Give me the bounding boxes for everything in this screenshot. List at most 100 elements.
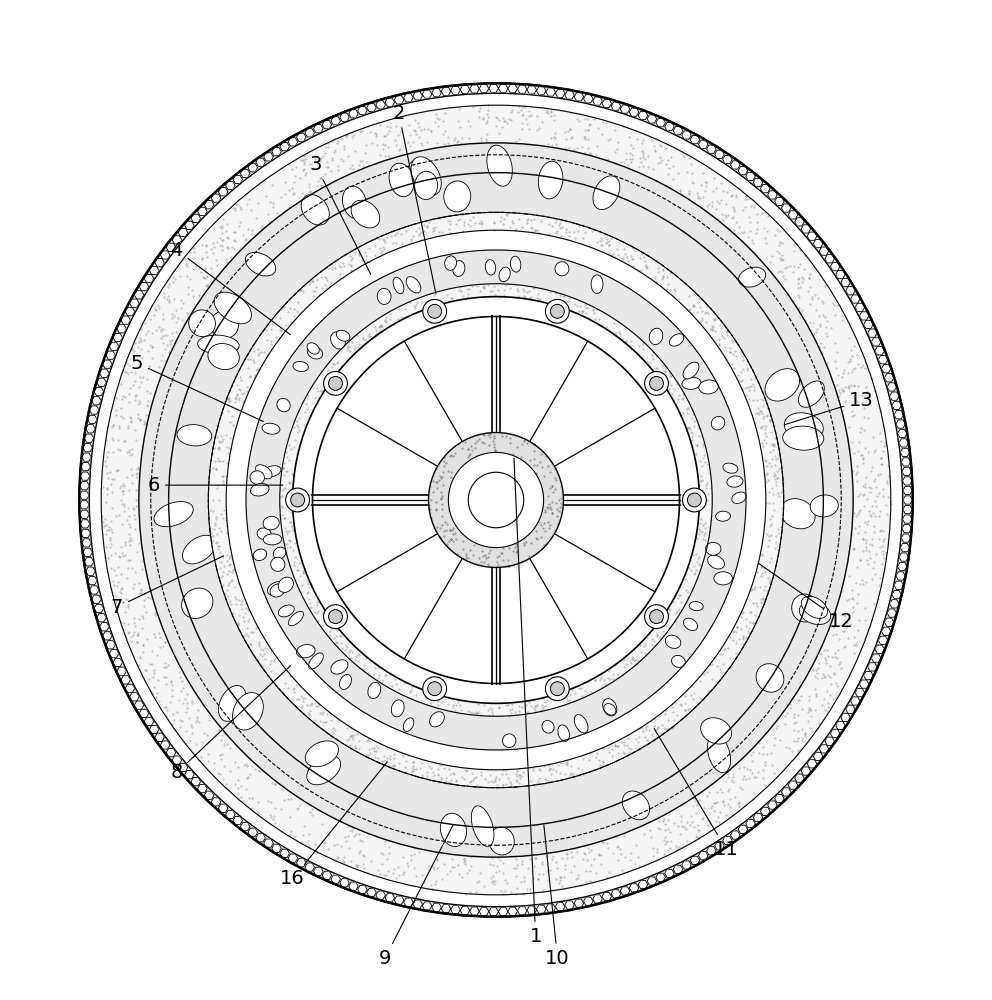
Ellipse shape <box>351 200 380 228</box>
Ellipse shape <box>714 572 732 585</box>
Polygon shape <box>208 212 784 788</box>
Ellipse shape <box>732 492 746 503</box>
Circle shape <box>645 371 669 395</box>
Circle shape <box>423 299 446 323</box>
Ellipse shape <box>682 377 701 389</box>
Ellipse shape <box>707 555 724 569</box>
Ellipse shape <box>802 596 827 618</box>
Ellipse shape <box>393 277 404 294</box>
Ellipse shape <box>649 328 663 345</box>
Ellipse shape <box>251 483 269 496</box>
Ellipse shape <box>253 549 267 561</box>
Ellipse shape <box>411 157 441 195</box>
Circle shape <box>687 493 701 507</box>
Ellipse shape <box>415 171 437 200</box>
Text: 7: 7 <box>111 556 223 617</box>
Ellipse shape <box>670 334 683 346</box>
Text: 16: 16 <box>281 762 387 888</box>
Ellipse shape <box>715 511 730 521</box>
Ellipse shape <box>330 332 345 349</box>
Ellipse shape <box>271 557 285 571</box>
Ellipse shape <box>154 502 193 527</box>
Ellipse shape <box>558 725 569 741</box>
Circle shape <box>468 472 524 528</box>
Circle shape <box>551 304 564 318</box>
Ellipse shape <box>471 806 494 846</box>
Ellipse shape <box>403 718 414 731</box>
Ellipse shape <box>799 381 824 407</box>
Circle shape <box>551 682 564 696</box>
Ellipse shape <box>485 260 496 275</box>
Ellipse shape <box>783 426 823 450</box>
Ellipse shape <box>257 528 271 540</box>
Ellipse shape <box>232 693 263 730</box>
Ellipse shape <box>342 186 366 219</box>
Ellipse shape <box>245 252 276 276</box>
Ellipse shape <box>555 262 569 276</box>
Ellipse shape <box>707 735 730 773</box>
Ellipse shape <box>177 425 211 446</box>
Circle shape <box>428 682 441 696</box>
Ellipse shape <box>792 594 818 622</box>
Ellipse shape <box>765 369 800 401</box>
Circle shape <box>428 304 441 318</box>
Ellipse shape <box>289 611 304 626</box>
Ellipse shape <box>739 267 766 287</box>
Ellipse shape <box>339 674 351 689</box>
Polygon shape <box>429 433 563 567</box>
Ellipse shape <box>293 361 309 372</box>
Ellipse shape <box>700 718 732 744</box>
Ellipse shape <box>542 720 555 733</box>
Ellipse shape <box>603 699 617 716</box>
Ellipse shape <box>268 581 286 595</box>
Circle shape <box>286 488 310 512</box>
Ellipse shape <box>698 380 718 394</box>
Ellipse shape <box>182 588 213 618</box>
Circle shape <box>650 376 664 390</box>
Ellipse shape <box>270 584 285 597</box>
Ellipse shape <box>389 163 414 197</box>
Ellipse shape <box>452 261 465 276</box>
Circle shape <box>546 299 569 323</box>
Polygon shape <box>280 284 712 716</box>
Ellipse shape <box>683 362 699 379</box>
Ellipse shape <box>250 471 265 484</box>
Circle shape <box>79 83 913 917</box>
Circle shape <box>323 371 347 395</box>
Text: 10: 10 <box>544 825 569 968</box>
Ellipse shape <box>666 635 681 648</box>
Text: 13: 13 <box>785 391 873 425</box>
Text: 3: 3 <box>310 155 371 274</box>
Ellipse shape <box>210 311 238 338</box>
Ellipse shape <box>307 756 340 785</box>
Text: 11: 11 <box>654 729 738 859</box>
Text: 4: 4 <box>171 241 291 335</box>
Ellipse shape <box>683 618 697 631</box>
Ellipse shape <box>499 267 510 282</box>
Circle shape <box>650 610 664 624</box>
Ellipse shape <box>622 791 650 820</box>
Ellipse shape <box>309 653 323 669</box>
Ellipse shape <box>430 712 444 727</box>
Ellipse shape <box>368 682 381 699</box>
Ellipse shape <box>408 160 433 186</box>
Ellipse shape <box>208 344 239 370</box>
Ellipse shape <box>672 655 685 667</box>
Ellipse shape <box>593 176 620 210</box>
Polygon shape <box>101 105 891 895</box>
Ellipse shape <box>689 602 703 611</box>
Ellipse shape <box>336 330 350 341</box>
Ellipse shape <box>263 516 280 530</box>
Ellipse shape <box>756 664 784 692</box>
Ellipse shape <box>302 195 329 225</box>
Ellipse shape <box>256 465 272 479</box>
Ellipse shape <box>188 310 215 337</box>
Ellipse shape <box>279 605 295 617</box>
Circle shape <box>328 376 342 390</box>
Ellipse shape <box>306 741 338 767</box>
Ellipse shape <box>273 547 286 559</box>
Polygon shape <box>246 250 746 750</box>
Ellipse shape <box>183 535 215 564</box>
Text: 5: 5 <box>131 354 263 421</box>
Polygon shape <box>89 93 903 907</box>
